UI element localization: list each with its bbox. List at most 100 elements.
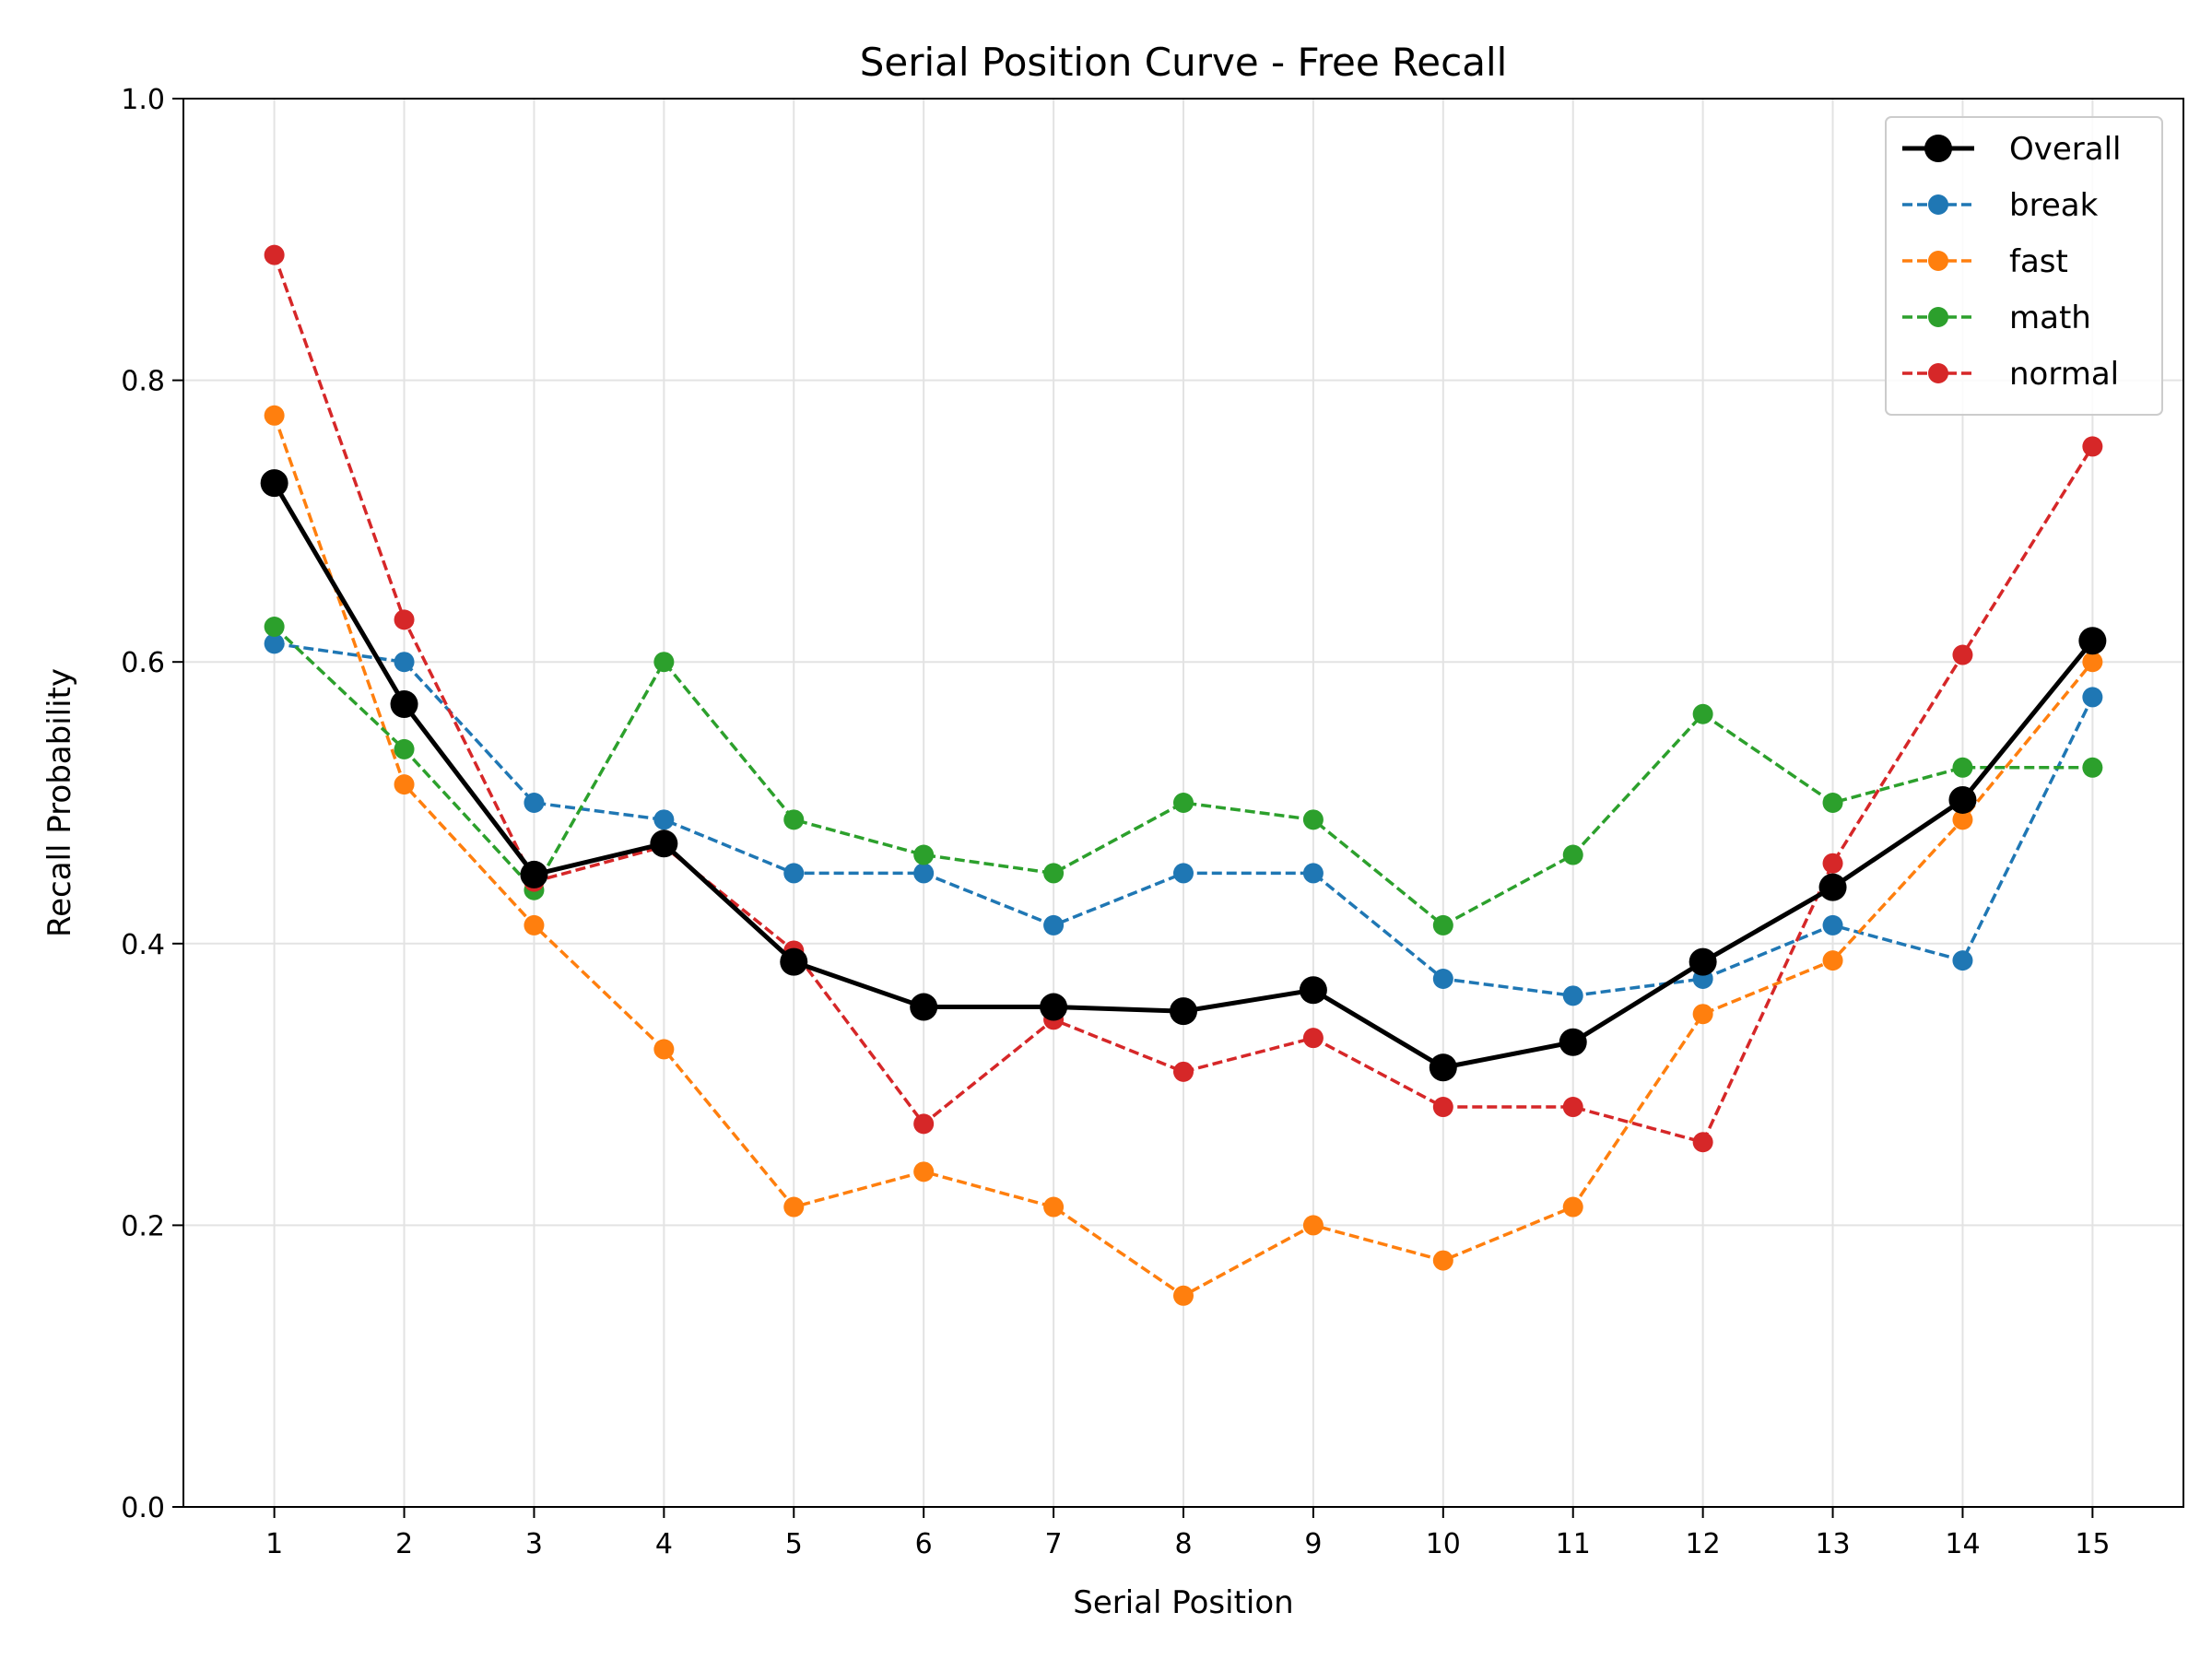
y-axis-title: Recall Probability xyxy=(41,668,78,937)
data-point-math xyxy=(783,809,805,830)
x-tick-label: 13 xyxy=(1815,1528,1850,1560)
data-point-break xyxy=(913,863,935,884)
y-tick-label: 0.8 xyxy=(121,366,165,398)
x-tick-label: 4 xyxy=(655,1528,673,1560)
data-point-overall xyxy=(1818,873,1847,901)
legend-swatch-marker xyxy=(1928,194,1948,215)
data-point-math xyxy=(264,617,285,637)
x-tick-label: 5 xyxy=(785,1528,803,1560)
data-point-normal xyxy=(1432,1097,1453,1118)
data-point-fast xyxy=(1692,1004,1713,1025)
legend-label: math xyxy=(2009,300,2091,336)
data-point-math xyxy=(1692,703,1713,724)
series-line-normal xyxy=(272,254,2094,1144)
legend-box xyxy=(1885,116,2163,416)
legend-item-math: math xyxy=(1902,300,2091,336)
series-fast xyxy=(264,405,2103,1306)
data-point-overall xyxy=(260,469,288,498)
data-point-fast xyxy=(524,914,545,935)
data-point-math xyxy=(653,652,675,673)
data-point-normal xyxy=(394,609,415,630)
data-point-fast xyxy=(1952,809,1973,830)
x-tick-label: 15 xyxy=(2075,1528,2110,1560)
data-point-math xyxy=(2082,757,2103,778)
data-point-normal xyxy=(264,244,285,265)
data-point-break xyxy=(1562,985,1583,1006)
legend-item-fast: fast xyxy=(1902,243,2068,280)
y-tick-label: 0.2 xyxy=(121,1210,165,1242)
data-point-normal xyxy=(1952,644,1973,665)
data-point-fast xyxy=(1822,950,1843,971)
data-point-break xyxy=(264,633,285,654)
data-point-math xyxy=(1822,793,1843,813)
data-point-break xyxy=(1302,863,1324,884)
data-point-math xyxy=(1432,914,1453,935)
data-point-overall xyxy=(1688,947,1717,976)
legend-label: fast xyxy=(2009,243,2068,280)
data-point-math xyxy=(1043,863,1065,884)
legend-swatch-marker xyxy=(1924,135,1952,162)
y-tick-label: 0.0 xyxy=(121,1492,165,1524)
data-point-break xyxy=(524,793,545,813)
x-tick-label: 11 xyxy=(1556,1528,1591,1560)
x-tick-label: 12 xyxy=(1686,1528,1721,1560)
data-point-overall xyxy=(780,947,808,976)
data-point-fast xyxy=(1562,1196,1583,1218)
legend-label: Overall xyxy=(2009,131,2122,168)
data-point-fast xyxy=(1043,1196,1065,1218)
data-point-fast xyxy=(2082,652,2103,673)
x-axis-ticks: 1 2 3 4 5 6 7 8 9 10 11 12 13 14 15 xyxy=(265,1507,2110,1560)
legend: Overall break fast math normal xyxy=(1885,116,2163,416)
data-point-fast xyxy=(1432,1250,1453,1271)
data-point-normal xyxy=(913,1113,935,1135)
data-point-fast xyxy=(264,405,285,426)
x-axis-title: Serial Position xyxy=(1073,1584,1293,1621)
data-point-overall xyxy=(1040,993,1068,1021)
data-point-break xyxy=(1822,914,1843,935)
data-point-overall xyxy=(520,860,548,888)
x-tick-label: 2 xyxy=(395,1528,413,1560)
data-point-overall xyxy=(1170,997,1197,1026)
data-point-math xyxy=(1952,757,1973,778)
data-point-math xyxy=(913,844,935,865)
x-tick-label: 6 xyxy=(915,1528,933,1560)
chart-title: Serial Position Curve - Free Recall xyxy=(860,40,1508,85)
legend-item-break: break xyxy=(1902,187,2099,224)
x-tick-label: 10 xyxy=(1426,1528,1461,1560)
data-point-overall xyxy=(1948,785,1977,814)
y-tick-label: 0.6 xyxy=(121,647,165,679)
data-point-break xyxy=(783,863,805,884)
x-tick-label: 8 xyxy=(1174,1528,1192,1560)
data-point-overall xyxy=(1429,1053,1457,1082)
x-tick-label: 7 xyxy=(1045,1528,1063,1560)
data-point-math xyxy=(1173,793,1194,813)
data-point-break xyxy=(1432,969,1453,989)
data-point-break xyxy=(1043,914,1065,935)
series-line-math xyxy=(273,625,2093,927)
legend-swatch-marker xyxy=(1928,363,1948,383)
series-break xyxy=(264,633,2103,1006)
series-layer xyxy=(260,244,2107,1306)
data-point-overall xyxy=(650,830,678,858)
data-point-break xyxy=(2082,687,2103,708)
data-point-overall xyxy=(1559,1028,1587,1056)
legend-item-overall: Overall xyxy=(1902,131,2122,168)
y-axis-ticks: 0.0 0.2 0.4 0.6 0.8 1.0 xyxy=(121,84,183,1524)
series-overall xyxy=(260,469,2107,1082)
data-point-fast xyxy=(913,1161,935,1182)
data-point-math xyxy=(394,738,415,759)
data-point-normal xyxy=(1822,853,1843,874)
x-tick-label: 14 xyxy=(1945,1528,1980,1560)
y-tick-label: 0.4 xyxy=(121,929,165,961)
data-point-overall xyxy=(2078,627,2107,655)
data-point-normal xyxy=(1173,1061,1194,1082)
data-point-normal xyxy=(1302,1028,1324,1049)
data-point-fast xyxy=(394,774,415,795)
legend-label: normal xyxy=(2009,356,2119,393)
data-point-fast xyxy=(1302,1215,1324,1236)
data-point-normal xyxy=(2082,436,2103,457)
data-point-break xyxy=(1952,950,1973,971)
data-point-math xyxy=(1562,844,1583,865)
data-point-overall xyxy=(910,993,938,1021)
